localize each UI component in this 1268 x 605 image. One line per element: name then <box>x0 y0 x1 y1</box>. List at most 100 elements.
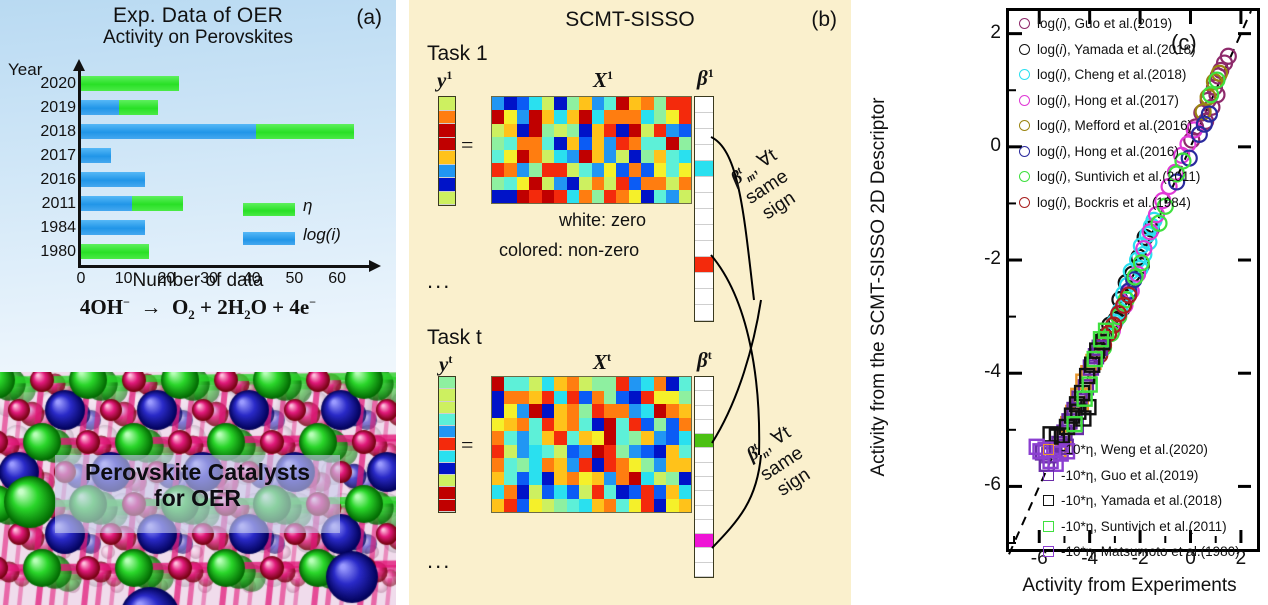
legend-square-marker <box>1043 444 1054 455</box>
x-matrix-t-cell <box>579 471 592 485</box>
x-matrix-t-cell <box>492 417 505 431</box>
x-matrix-t-cell <box>529 498 542 512</box>
scatter-point <box>1185 121 1203 139</box>
scatter-point <box>1132 254 1150 272</box>
x-matrix-t-cell <box>641 444 654 458</box>
legend-circle-marker <box>1019 120 1030 131</box>
bar-x-tick-label: 40 <box>242 270 261 287</box>
x-matrix-t-cell <box>666 444 679 458</box>
legend-entry: log(i), Guo et al.(2019) <box>1019 16 1172 31</box>
callout-top-text: βtm, ∀t same sign <box>727 145 806 229</box>
x-matrix-1-cell <box>666 123 679 137</box>
y-t-symbol-glyph: y <box>439 352 449 376</box>
x-matrix-t-cell <box>492 404 505 418</box>
x-matrix-1-cell <box>616 150 629 164</box>
panel-a-title-line2: Activity on Perovskites <box>102 27 294 48</box>
bar-segment <box>81 148 111 163</box>
x-matrix-t-cell <box>628 498 642 512</box>
bar-segment <box>81 124 256 139</box>
y-tick-label: 2 <box>990 21 1001 43</box>
x-matrix-t-cell <box>641 471 654 485</box>
x-matrix-t-cell <box>653 390 667 404</box>
panel-a-title-line1: Exp. Data of OER <box>112 4 284 27</box>
x-matrix-t-cell <box>579 498 592 512</box>
scatter-point <box>1202 86 1220 104</box>
scatter-point <box>1076 390 1093 407</box>
x-matrix-t-cell <box>516 417 530 431</box>
legend-circle-marker <box>1019 94 1030 106</box>
x-matrix-1-cell <box>541 176 555 190</box>
x-matrix-t-cell <box>591 417 604 431</box>
x-matrix-t-cell <box>591 404 604 418</box>
bar-row <box>81 100 367 115</box>
bar-x-tick-label: 60 <box>328 270 347 287</box>
y-vector-t-cell <box>439 426 455 439</box>
scatter-plot-canvas <box>1008 10 1252 555</box>
beta-t-symbol-superscript: t <box>707 348 712 362</box>
x-matrix-t-cell <box>579 390 592 404</box>
beta-vector-1-cell <box>695 241 713 257</box>
x-matrix-t-cell <box>566 417 580 431</box>
legend-entry-label: -10*η, Yamada et al.(2018) <box>1061 493 1223 508</box>
x-matrix-t-cell <box>541 417 555 431</box>
x-matrix-t-cell <box>628 431 642 445</box>
x-matrix-1-cell <box>616 176 629 190</box>
x-matrix-t-cell <box>678 377 691 391</box>
x-matrix-t-cell <box>566 498 580 512</box>
legend-entry: log(i), Hong et al.(2017) <box>1019 93 1179 108</box>
x-matrix-1-cell <box>653 97 667 111</box>
x-matrix-t-cell <box>579 377 592 391</box>
x-matrix-1-cell <box>516 110 530 124</box>
scatter-point <box>1200 105 1219 123</box>
x-matrix-t-cell <box>641 377 654 391</box>
x-matrix-1-cell <box>603 110 617 124</box>
y-vector-t-cell <box>439 377 455 390</box>
x-matrix-t-cell <box>678 444 691 458</box>
y-vector-1 <box>438 96 456 206</box>
x-matrix-t-cell <box>641 498 654 512</box>
panel-a-header: Exp. Data of OER Activity on Perovskites <box>0 4 396 49</box>
x-matrix-t-cell <box>504 444 517 458</box>
x-matrix-t-cell <box>541 458 555 472</box>
x-matrix-1-cell <box>529 123 542 137</box>
panel-c-parity-plot: (c) -6 -4 -2 0 2 2 0 -2 -4 -6 Activity from Expe… <box>851 0 1268 605</box>
x-matrix-t-cell <box>641 431 654 445</box>
x-matrix-t-cell <box>628 377 642 391</box>
x-matrix-1-cell <box>616 136 629 150</box>
x-matrix-t-cell <box>603 444 617 458</box>
x-matrix-t-cell <box>566 404 580 418</box>
legend-entry-label: log(i), Mefford et al.(2016) <box>1037 118 1193 133</box>
x-matrix-t-cell <box>566 431 580 445</box>
legend-circle-marker <box>1019 196 1030 208</box>
x-matrix-1-cell <box>529 163 542 177</box>
legend-entry-label: log(i), Cheng et al.(2018) <box>1037 67 1187 82</box>
beta-vector-1 <box>694 96 714 322</box>
beta-vector-1-cell <box>695 273 713 289</box>
x-matrix-t-cell <box>504 471 517 485</box>
x-matrix-t-cell <box>516 444 530 458</box>
x-matrix-1-cell <box>566 97 580 111</box>
x-matrix-t-cell <box>492 377 505 391</box>
x-matrix-t-cell <box>666 377 679 391</box>
scatter-point <box>1115 296 1133 314</box>
x-matrix-1-cell <box>554 189 567 203</box>
x-matrix-1-cell <box>541 150 555 164</box>
beta-vector-1-cell <box>695 97 713 113</box>
x-matrix-1-cell <box>641 176 654 190</box>
x-matrix-t-cell <box>653 458 667 472</box>
x-matrix-t-cell <box>653 417 667 431</box>
x-matrix-t-cell <box>541 431 555 445</box>
x-matrix-t-cell <box>616 417 629 431</box>
x-matrix-t-cell <box>678 417 691 431</box>
legend-square-marker <box>1043 546 1054 557</box>
legend-circle-marker <box>1019 43 1030 55</box>
y-symbol-glyph: y <box>437 68 447 92</box>
panel-a-experimental-data: Exp. Data of OER Activity on Perovskites… <box>0 0 396 605</box>
y-axis-label: Activity from the SCMT-SISSO 2D Descript… <box>868 97 889 477</box>
x-matrix-t-cell <box>591 485 604 499</box>
perovskite-banner-background <box>55 455 340 533</box>
beta-vector-t-cell <box>695 505 713 520</box>
x-matrix-t-cell <box>492 471 505 485</box>
x-matrix-t-cell <box>579 485 592 499</box>
